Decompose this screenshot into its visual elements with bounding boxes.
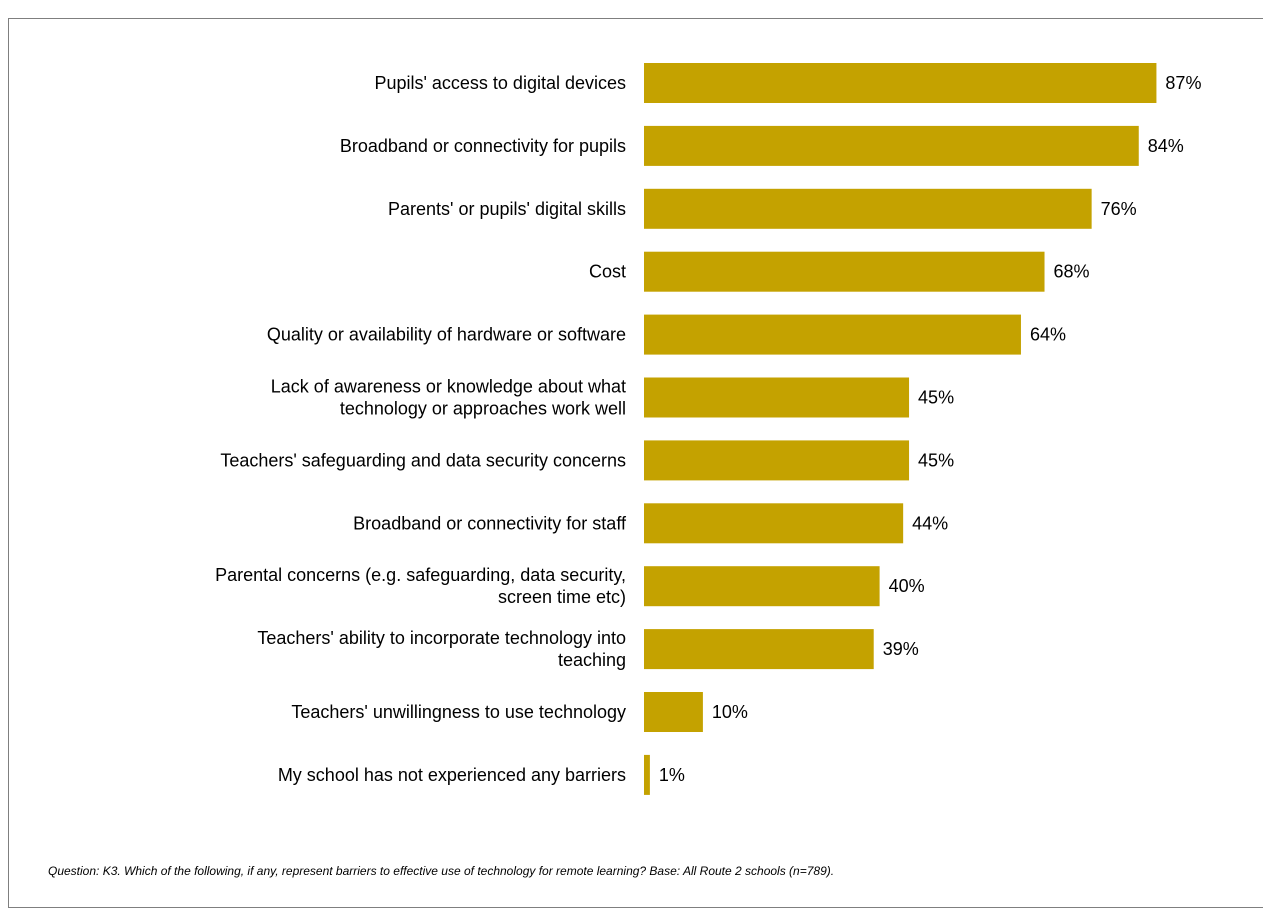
bar <box>644 314 1021 355</box>
category-label: Broadband or connectivity for staff <box>353 513 627 533</box>
data-label: 76% <box>1101 199 1137 219</box>
category-label-line: Teachers' safeguarding and data security… <box>220 450 626 470</box>
category-label: Pupils' access to digital devices <box>374 73 626 93</box>
category-label-line: Broadband or connectivity for staff <box>353 513 627 533</box>
data-label: 68% <box>1054 262 1090 282</box>
category-label: Parents' or pupils' digital skills <box>388 199 626 219</box>
category-label-line: Broadband or connectivity for pupils <box>340 136 626 156</box>
bar <box>644 125 1139 166</box>
data-label: 39% <box>883 639 919 659</box>
data-label: 10% <box>712 702 748 722</box>
category-label: Lack of awareness or knowledge about wha… <box>271 377 626 419</box>
category-label-line: Teachers' ability to incorporate technol… <box>257 628 626 648</box>
category-label-line: screen time etc) <box>498 587 626 607</box>
bar <box>644 566 880 607</box>
category-label-line: Teachers' unwillingness to use technolog… <box>291 702 626 722</box>
category-label-line: Quality or availability of hardware or s… <box>267 325 626 345</box>
category-label: Teachers' unwillingness to use technolog… <box>291 702 626 722</box>
category-labels-group: Pupils' access to digital devices Broadba… <box>215 73 627 785</box>
data-label: 44% <box>912 513 948 533</box>
data-labels-group: 87% 84% 76% 68% 64% 45% 45% 44% 40% 39% 10% 1% <box>659 73 1202 785</box>
data-label: 45% <box>918 450 954 470</box>
category-label: Broadband or connectivity for pupils <box>340 136 626 156</box>
category-label-line: Lack of awareness or knowledge about wha… <box>271 377 626 397</box>
data-label: 45% <box>918 388 954 408</box>
data-label: 64% <box>1030 325 1066 345</box>
bar <box>644 63 1157 103</box>
bars-group <box>644 63 1157 795</box>
category-label: Teachers' safeguarding and data security… <box>220 450 626 470</box>
category-label-line: My school has not experienced any barrie… <box>278 765 626 785</box>
bar <box>644 251 1045 292</box>
category-label-line: teaching <box>558 650 626 670</box>
category-label-line: technology or approaches work well <box>340 399 626 419</box>
data-label: 40% <box>889 576 925 596</box>
category-label: Teachers' ability to incorporate technol… <box>257 628 626 670</box>
category-label: Cost <box>589 262 626 282</box>
bar <box>644 377 910 418</box>
footnote: Question: K3. Which of the following, if… <box>48 864 835 878</box>
data-label: 84% <box>1148 136 1184 156</box>
bar <box>644 629 874 670</box>
bar <box>644 503 904 544</box>
category-label-line: Parents' or pupils' digital skills <box>388 199 626 219</box>
bar-chart: Pupils' access to digital devices Broadba… <box>215 63 1202 795</box>
category-label-line: Pupils' access to digital devices <box>374 73 626 93</box>
category-label: My school has not experienced any barrie… <box>278 765 626 785</box>
category-label-line: Parental concerns (e.g. safeguarding, da… <box>215 565 626 585</box>
category-label: Quality or availability of hardware or s… <box>267 325 626 345</box>
category-label: Parental concerns (e.g. safeguarding, da… <box>215 565 626 607</box>
bar <box>644 692 703 732</box>
data-label: 1% <box>659 765 685 785</box>
bar <box>644 440 910 481</box>
category-label-line: Cost <box>589 262 626 282</box>
bar <box>644 188 1092 229</box>
data-label: 87% <box>1165 73 1201 93</box>
bar <box>644 754 650 795</box>
